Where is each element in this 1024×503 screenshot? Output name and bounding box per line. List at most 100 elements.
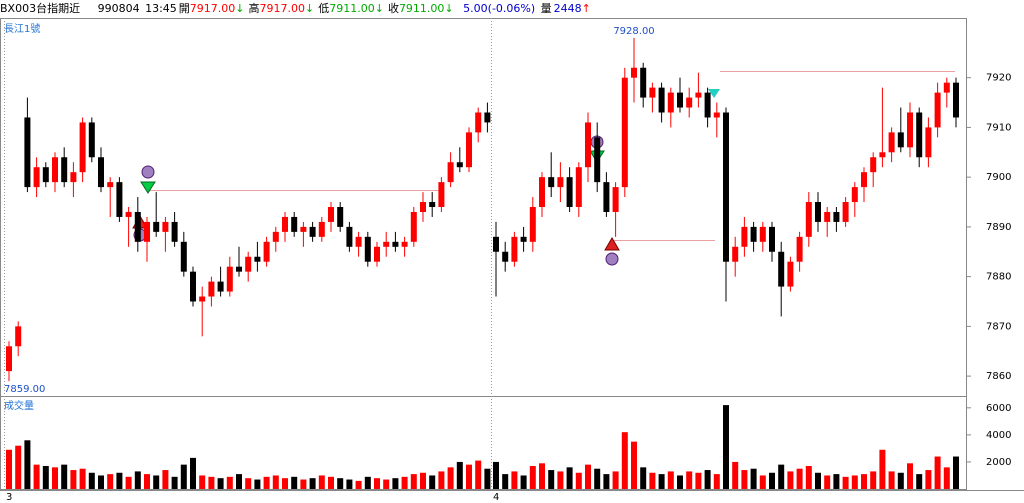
candle-body	[410, 211, 417, 242]
candle-body	[677, 92, 683, 108]
candle-body	[943, 82, 950, 93]
price-panel	[0, 18, 967, 397]
volume-bar	[15, 445, 22, 489]
volume-bar	[328, 476, 334, 489]
candle-body	[695, 92, 702, 98]
candle-body	[245, 256, 252, 272]
volume-bar	[236, 474, 242, 489]
volume-bar	[695, 472, 702, 489]
candle-body	[263, 241, 270, 262]
volume-bar	[6, 449, 12, 489]
session-label: 3	[6, 492, 12, 503]
y-tick-label: 7890	[986, 222, 1011, 233]
volume-bar	[704, 470, 711, 489]
quote-arrow: ↓	[374, 2, 384, 15]
change: 5.00(-0.06%)	[463, 2, 536, 15]
volume-bar	[833, 474, 840, 489]
volume-bar	[925, 470, 932, 489]
quote-value: 7917.00	[189, 2, 236, 15]
volume-bar	[374, 478, 380, 489]
candle-body	[870, 157, 877, 173]
volume-bar	[778, 464, 785, 489]
candle-body	[79, 122, 86, 173]
candle-body	[907, 112, 913, 148]
volume-bar	[107, 474, 114, 489]
candle-body	[420, 202, 426, 212]
volume-bar	[153, 475, 160, 489]
candle-body	[456, 162, 463, 168]
volume-bar	[907, 463, 913, 489]
candle-body	[254, 256, 261, 262]
candle-body	[98, 157, 104, 188]
candle-body	[769, 226, 775, 252]
volume-bar	[282, 478, 288, 489]
volume-bar	[529, 466, 536, 489]
volume-bar	[539, 463, 545, 489]
volume-bar	[502, 474, 509, 489]
volume-bar	[447, 467, 454, 489]
candle-body	[217, 281, 224, 292]
volume-bar	[520, 475, 527, 489]
time: 13:45	[145, 2, 177, 15]
candle-body	[364, 236, 371, 262]
candle-body	[438, 182, 445, 207]
volume-bar	[420, 472, 426, 489]
volume-bar	[410, 474, 417, 489]
quote-arrow: ↓	[444, 2, 454, 15]
candle-body	[318, 221, 325, 237]
candle-body	[355, 236, 362, 247]
candle-body	[309, 226, 316, 237]
candle-body	[741, 226, 748, 247]
candle-body	[236, 266, 242, 272]
volume-bar	[61, 464, 68, 489]
candle-body	[162, 221, 169, 232]
candle-body	[466, 132, 472, 168]
volume-bar	[144, 474, 150, 489]
volume-bar	[511, 471, 518, 489]
volume-bar	[594, 468, 601, 489]
quote-label: 收	[387, 2, 399, 15]
candle-body	[686, 97, 693, 108]
candle-body	[493, 236, 499, 252]
volume-bar	[254, 479, 261, 489]
candle-body	[612, 187, 619, 212]
volume-bar	[484, 468, 491, 489]
volume-bar	[585, 464, 591, 489]
date: 990804	[97, 2, 140, 15]
candle-body	[759, 226, 766, 242]
volume-bar	[769, 472, 775, 489]
quotes: 開7917.00↓ 高7917.00↓ 低7911.00↓ 收7911.00↓	[179, 2, 458, 15]
candle-body	[190, 271, 196, 302]
candle-body	[171, 221, 178, 242]
volume-bar	[70, 470, 77, 489]
session-label: 4	[493, 492, 499, 503]
candle-body	[667, 92, 674, 113]
volume-bar	[401, 476, 408, 489]
candle-body	[208, 281, 215, 297]
candle-body	[70, 172, 77, 183]
candle-body	[520, 236, 527, 242]
buy-badge	[605, 252, 619, 266]
volume-bar	[842, 476, 849, 489]
volume-bar	[180, 464, 187, 489]
candle-body	[153, 221, 160, 232]
price-title: 長江1號	[4, 22, 40, 35]
candle-body	[24, 117, 31, 188]
y-tick-label: 7870	[986, 321, 1011, 332]
candle-body	[401, 241, 408, 247]
volume-bar	[603, 474, 610, 489]
candle-body	[116, 182, 123, 217]
volume-bar	[364, 476, 371, 489]
volume-bar	[658, 474, 665, 489]
volume-bar	[346, 479, 353, 489]
volume-value: 2448	[553, 2, 582, 15]
candle-body	[429, 202, 436, 207]
quote-value: 7911.00	[398, 2, 445, 15]
candle-body	[953, 82, 959, 118]
candle-body	[374, 246, 380, 262]
volume-bar	[787, 471, 794, 489]
candle-body	[833, 211, 840, 222]
candle-body	[649, 87, 656, 98]
sell-badge	[141, 165, 155, 179]
volume-bar	[750, 468, 757, 489]
